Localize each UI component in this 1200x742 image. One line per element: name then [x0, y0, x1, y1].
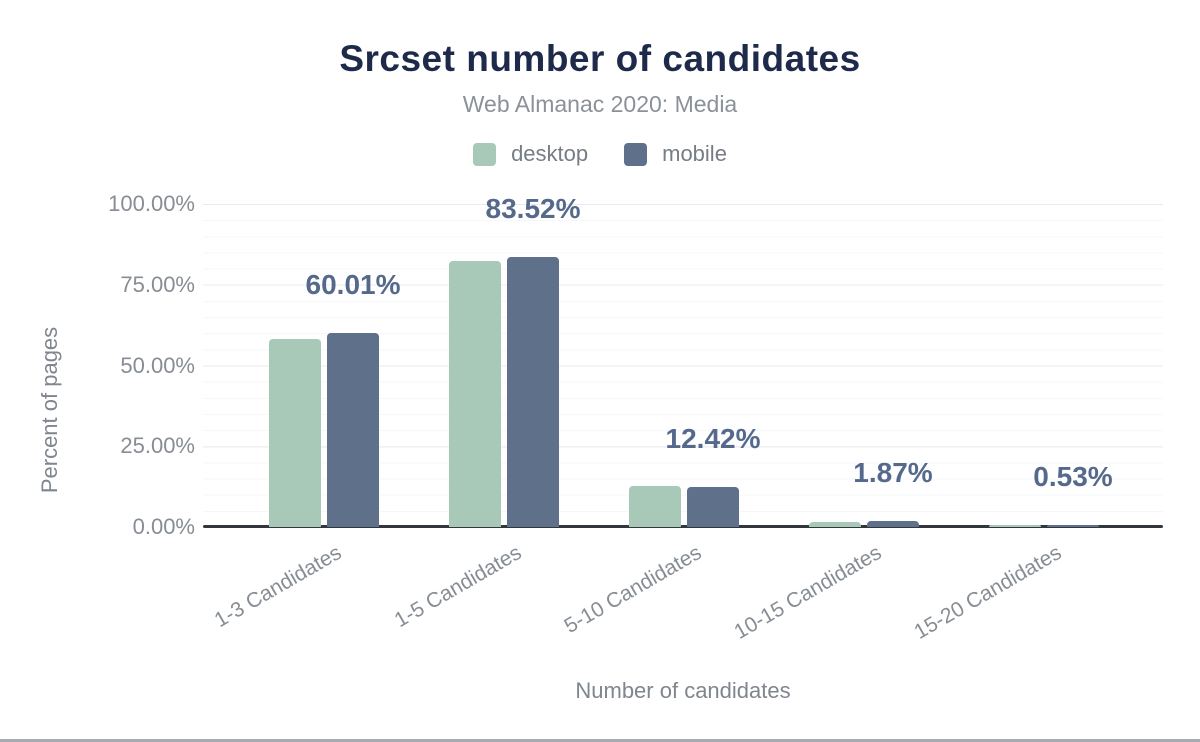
value-label: 0.53%	[1033, 461, 1113, 492]
bar-desktop-1-5-candidates[interactable]	[449, 261, 501, 527]
value-label: 83.52%	[485, 193, 581, 225]
x-tick-label: 5-10 Candidates	[560, 541, 706, 638]
x-tick-label: 1-5 Candidates	[390, 541, 526, 633]
bar-mobile-1-3-candidates[interactable]	[327, 333, 379, 527]
legend-item-mobile[interactable]: mobile	[624, 141, 727, 167]
legend-label-desktop: desktop	[511, 141, 589, 166]
x-tick-label: 1-3 Candidates	[210, 541, 346, 633]
legend-swatch-desktop-icon	[473, 142, 497, 166]
legend-label-mobile: mobile	[662, 141, 727, 166]
y-tick-label: 0.00%	[132, 514, 195, 539]
bar-mobile-5-10-candidates[interactable]	[687, 486, 739, 527]
footer-bar	[0, 739, 1200, 742]
value-label: 12.42%	[665, 422, 761, 454]
value-label: 1.87%	[853, 456, 933, 488]
y-tick-label: 25.00%	[120, 433, 195, 459]
legend: desktop mobile	[0, 141, 1200, 167]
bar-desktop-1-3-candidates[interactable]	[269, 338, 321, 527]
chart-title: Srcset number of candidates	[339, 38, 861, 79]
legend-swatch-mobile-icon	[624, 142, 648, 166]
bar-desktop-5-10-candidates[interactable]	[629, 485, 681, 527]
x-axis-line	[203, 525, 1163, 528]
x-tick-label: 15-20 Candidates	[910, 541, 1066, 644]
bar-desktop-15-20-candidates[interactable]	[989, 525, 1041, 527]
x-tick-label: 10-15 Candidates	[730, 541, 886, 644]
y-tick-label: 100.00%	[108, 191, 195, 216]
y-axis-title: Percent of pages	[37, 326, 62, 494]
bar-mobile-1-5-candidates[interactable]	[507, 257, 559, 527]
plot-area: 60.01% 1-3 Candidates 83.52% 1-5 Candidates…	[203, 193, 1163, 644]
x-axis-title: Number of candidates	[575, 678, 791, 703]
y-tick-label: 75.00%	[120, 271, 195, 297]
legend-item-desktop[interactable]: desktop	[473, 141, 588, 167]
y-tick-label: 50.00%	[120, 352, 195, 378]
chart-subtitle: Web Almanac 2020: Media	[462, 91, 738, 117]
bar-mobile-10-15-candidates[interactable]	[867, 520, 919, 527]
value-label: 60.01%	[305, 269, 401, 301]
bar-mobile-15-20-candidates[interactable]	[1047, 525, 1099, 527]
bar-desktop-10-15-candidates[interactable]	[809, 521, 861, 527]
